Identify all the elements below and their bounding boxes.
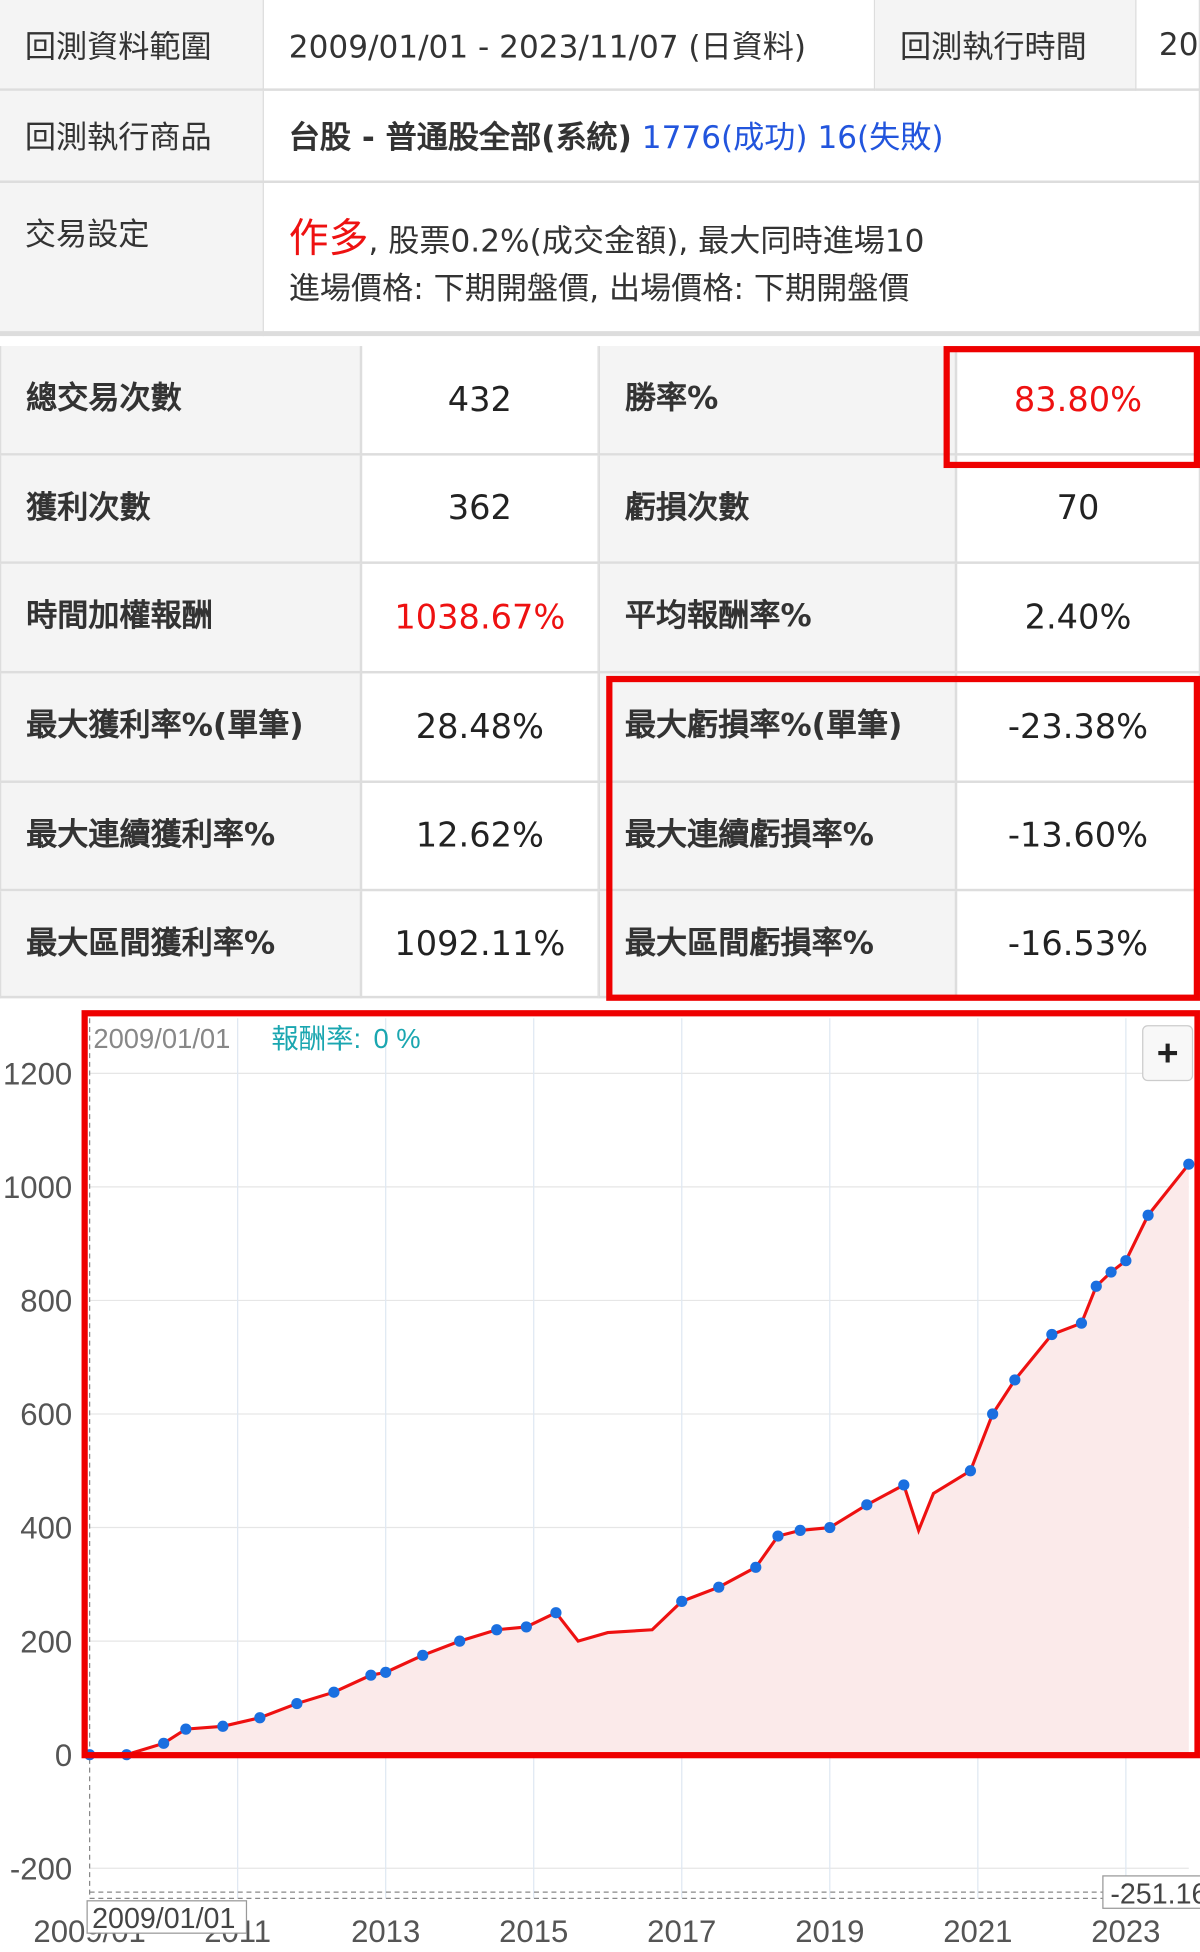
new-high-dot <box>987 1408 999 1420</box>
stat-label: 獲利次數 <box>0 455 361 564</box>
new-high-dot <box>380 1666 392 1678</box>
stat-value: 1038.67% <box>360 563 599 674</box>
new-high-dot <box>1009 1374 1021 1386</box>
stat-value: 1092.11% <box>360 891 599 999</box>
x-tick-label: 2013 <box>351 1914 420 1949</box>
stat-label: 勝率% <box>598 346 957 456</box>
info-label: 回測執行商品 <box>0 90 264 183</box>
settings: , 股票0.2%(成交金額), 最大同時進場10 <box>368 222 925 259</box>
tooltip-value: 0 % <box>373 1023 420 1054</box>
new-high-dot <box>520 1621 532 1633</box>
new-high-dot <box>824 1521 836 1534</box>
settings-line: 作多, 股票0.2%(成交金額), 最大同時進場10 <box>289 206 925 263</box>
new-high-dot <box>861 1499 873 1511</box>
min-label: -251.16 <box>1110 1878 1200 1910</box>
area <box>89 1164 1189 1755</box>
new-high-dot <box>1075 1317 1088 1329</box>
new-high-dot <box>1142 1209 1154 1221</box>
highlight-box <box>81 1010 1200 1759</box>
y-tick-label: 0 <box>55 1738 72 1773</box>
info-value: 20 <box>1136 0 1200 91</box>
x-tick-label: 2021 <box>943 1914 1012 1949</box>
info-label: 回測執行時間 <box>875 0 1137 91</box>
y-tick-label: 200 <box>20 1624 72 1659</box>
new-high-dot <box>1120 1255 1132 1267</box>
stat-value: 2.40% <box>956 563 1200 674</box>
x-tick-label: 2015 <box>499 1914 568 1949</box>
info-label: 交易設定 <box>0 182 264 337</box>
new-high-dot <box>898 1479 910 1491</box>
new-high-dot <box>772 1530 784 1542</box>
line <box>89 1163 1191 1757</box>
zoom-button-box[interactable] <box>1142 1025 1194 1082</box>
x-tick-label: 2017 <box>647 1914 716 1949</box>
stat-value: 12.62% <box>360 782 599 892</box>
product: 台股 - 普通股全部(系統) <box>288 119 632 156</box>
new-high-dot <box>1183 1158 1195 1170</box>
new-high-dot <box>794 1524 806 1536</box>
new-high-dot <box>217 1720 229 1732</box>
new-high-dot <box>328 1686 340 1698</box>
x-tick-label: 2019 <box>795 1914 864 1949</box>
cursor-x-label: 2009/01/01 <box>92 1903 235 1935</box>
new-high-dot <box>1046 1328 1058 1341</box>
new-high-dot <box>713 1581 725 1593</box>
stat-label: 最大區間獲利率% <box>0 891 361 999</box>
stat-label: 最大虧損率%(單筆) <box>598 673 957 783</box>
stat-value: -13.60% <box>956 782 1200 892</box>
new-high-dot <box>491 1624 503 1636</box>
new-high-dot <box>750 1561 762 1573</box>
tooltip-date: 2009/01/01 <box>93 1023 230 1054</box>
new-high-dot <box>676 1595 688 1607</box>
stat-label: 總交易次數 <box>0 346 361 456</box>
stat-value: 432 <box>360 346 599 456</box>
stat-label: 最大區間虧損率% <box>598 891 957 999</box>
stat-label: 最大連續虧損率% <box>598 782 957 892</box>
stat-value: 28.48% <box>360 673 599 783</box>
y-tick-label: 400 <box>20 1511 72 1546</box>
stat-label: 平均報酬率% <box>598 563 957 674</box>
new-high-dot <box>291 1697 303 1710</box>
new-high-dot <box>254 1712 266 1724</box>
stat-label: 最大連續獲利率% <box>0 782 361 892</box>
x-tick-label: 2023 <box>1091 1914 1160 1949</box>
new-high-dot <box>550 1607 562 1619</box>
y-tick-label: 1200 <box>3 1057 72 1092</box>
new-high-dot <box>454 1635 466 1647</box>
info-label: 回測資料範圍 <box>0 0 264 91</box>
new-high-dot <box>365 1669 377 1681</box>
chart: -2000200400600800100012002009/0120112013… <box>3 1010 1200 1949</box>
new-high-dot <box>417 1649 429 1661</box>
min-label-box <box>1102 1875 1200 1909</box>
stat-label: 時間加權報酬 <box>0 563 361 674</box>
y-tick-label: -200 <box>10 1851 72 1886</box>
stat-value: 362 <box>360 455 599 564</box>
new-high-dot <box>964 1465 977 1477</box>
new-high-dot <box>1105 1266 1117 1278</box>
info-value: 作多, 股票0.2%(成交金額), 最大同時進場10 進場價格: 下期開盤價, … <box>263 182 1200 337</box>
y-tick-label: 600 <box>20 1397 72 1432</box>
stat-value: 70 <box>956 455 1200 564</box>
zoom-button[interactable]: + <box>1157 1032 1179 1074</box>
y-tick-label: 800 <box>20 1284 72 1319</box>
fail-count[interactable]: 16(失敗) <box>817 119 944 156</box>
info-value: 2009/01/01 - 2023/11/07 (日資料) <box>263 0 876 91</box>
stat-label: 虧損次數 <box>598 455 957 564</box>
highlight-box <box>606 675 1200 1001</box>
tooltip-label: 報酬率: <box>271 1023 361 1054</box>
stat-label: 最大獲利率%(單筆) <box>0 673 361 783</box>
new-high-dot <box>1090 1280 1102 1292</box>
success-count[interactable]: 1776(成功) <box>641 119 808 156</box>
prices: 進場價格: 下期開盤價, 出場價格: 下期開盤價 <box>288 269 910 306</box>
new-high-dot <box>180 1723 192 1735</box>
info-value: 台股 - 普通股全部(系統) 1776(成功) 16(失敗) <box>263 90 1200 183</box>
new-high-dot <box>158 1737 170 1749</box>
y-tick-label: 1000 <box>3 1170 72 1205</box>
cursor-label-box <box>86 1900 248 1934</box>
direction: 作多 <box>288 213 369 261</box>
highlight-box <box>943 346 1200 469</box>
